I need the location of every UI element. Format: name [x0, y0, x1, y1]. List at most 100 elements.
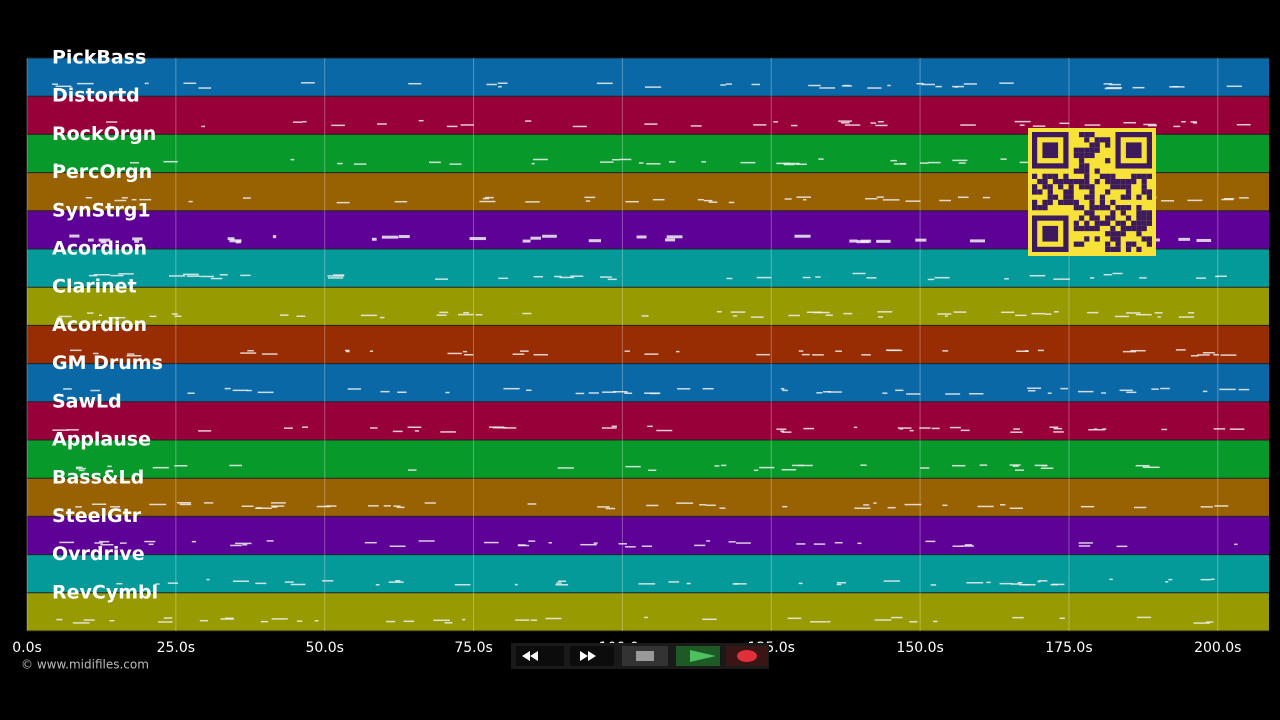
- note: [756, 353, 770, 356]
- qr-cell: [1084, 132, 1090, 138]
- note: [1223, 197, 1235, 200]
- note: [782, 389, 788, 392]
- note: [930, 584, 937, 586]
- note: [794, 234, 811, 238]
- note: [1200, 578, 1211, 581]
- note: [802, 276, 811, 279]
- note: [533, 275, 544, 278]
- note: [916, 82, 924, 85]
- track-label: Ovrdrive: [52, 543, 145, 565]
- note: [864, 197, 878, 200]
- forward-button[interactable]: [570, 646, 614, 666]
- note: [1136, 616, 1152, 619]
- qr-finder: [1125, 142, 1142, 159]
- note: [375, 584, 380, 586]
- note: [191, 540, 197, 543]
- note: [1014, 469, 1025, 471]
- note: [469, 237, 487, 241]
- note: [219, 274, 228, 276]
- note: [121, 197, 128, 199]
- note: [370, 427, 378, 429]
- note: [444, 622, 453, 624]
- note: [479, 200, 496, 203]
- qr-cell: [1084, 137, 1090, 143]
- note: [625, 200, 639, 203]
- note: [163, 617, 173, 619]
- note: [519, 350, 529, 352]
- note: [418, 540, 435, 542]
- note: [979, 464, 988, 466]
- note: [327, 277, 344, 279]
- note: [1053, 311, 1059, 313]
- note: [1130, 349, 1146, 352]
- qr-cell: [1084, 163, 1090, 169]
- note: [344, 349, 350, 352]
- note: [106, 121, 118, 123]
- play-button[interactable]: [676, 646, 720, 666]
- note: [1077, 390, 1094, 393]
- stop-button[interactable]: [622, 646, 668, 666]
- note: [533, 158, 548, 161]
- note: [895, 389, 904, 392]
- qr-cell: [1084, 194, 1090, 200]
- stop-icon: [636, 651, 654, 661]
- note: [783, 163, 795, 166]
- note: [457, 313, 474, 316]
- note: [853, 426, 858, 429]
- note: [597, 506, 610, 508]
- note: [719, 507, 726, 509]
- note: [188, 200, 193, 203]
- note: [1059, 122, 1070, 125]
- note: [364, 541, 377, 544]
- note: [939, 199, 951, 202]
- note: [840, 122, 850, 124]
- track-label: Acordion: [52, 314, 147, 336]
- note: [240, 274, 251, 277]
- note: [852, 272, 866, 275]
- note: [728, 201, 735, 204]
- note: [119, 542, 127, 544]
- note: [882, 392, 888, 394]
- note: [815, 276, 821, 278]
- note: [1132, 86, 1145, 89]
- note: [982, 196, 991, 199]
- note: [860, 239, 872, 243]
- qr-cell: [1063, 178, 1069, 185]
- note: [1101, 392, 1106, 394]
- note: [186, 275, 201, 277]
- note: [612, 158, 620, 161]
- qr-cell: [1125, 178, 1132, 185]
- qr-cell: [1125, 194, 1132, 200]
- note: [782, 505, 788, 508]
- note: [325, 505, 337, 507]
- qr-cell: [1120, 210, 1126, 216]
- note: [960, 124, 976, 126]
- note: [835, 350, 842, 352]
- note: [90, 389, 100, 392]
- note: [530, 236, 541, 240]
- note: [652, 198, 665, 201]
- note: [127, 353, 135, 355]
- qr-cell: [1131, 225, 1137, 232]
- qr-cell: [1115, 184, 1121, 190]
- note: [53, 163, 58, 165]
- qr-cell: [1115, 246, 1121, 252]
- note: [791, 464, 804, 467]
- note: [149, 315, 157, 318]
- note: [1135, 464, 1150, 467]
- note: [676, 502, 694, 504]
- note: [781, 468, 797, 471]
- note: [403, 620, 415, 623]
- labels: PickBass Distortd RockOrgn PercOrgn SynStrg1…: [12, 47, 1241, 657]
- note: [734, 583, 747, 585]
- rewind-button[interactable]: [516, 646, 564, 666]
- note: [584, 196, 596, 199]
- note: [1219, 388, 1236, 391]
- note: [69, 234, 80, 238]
- record-button[interactable]: [726, 646, 768, 666]
- qr-cell: [1084, 152, 1090, 159]
- note: [647, 425, 653, 428]
- note: [316, 505, 331, 508]
- note: [1084, 124, 1101, 126]
- qr-cell: [1105, 205, 1111, 211]
